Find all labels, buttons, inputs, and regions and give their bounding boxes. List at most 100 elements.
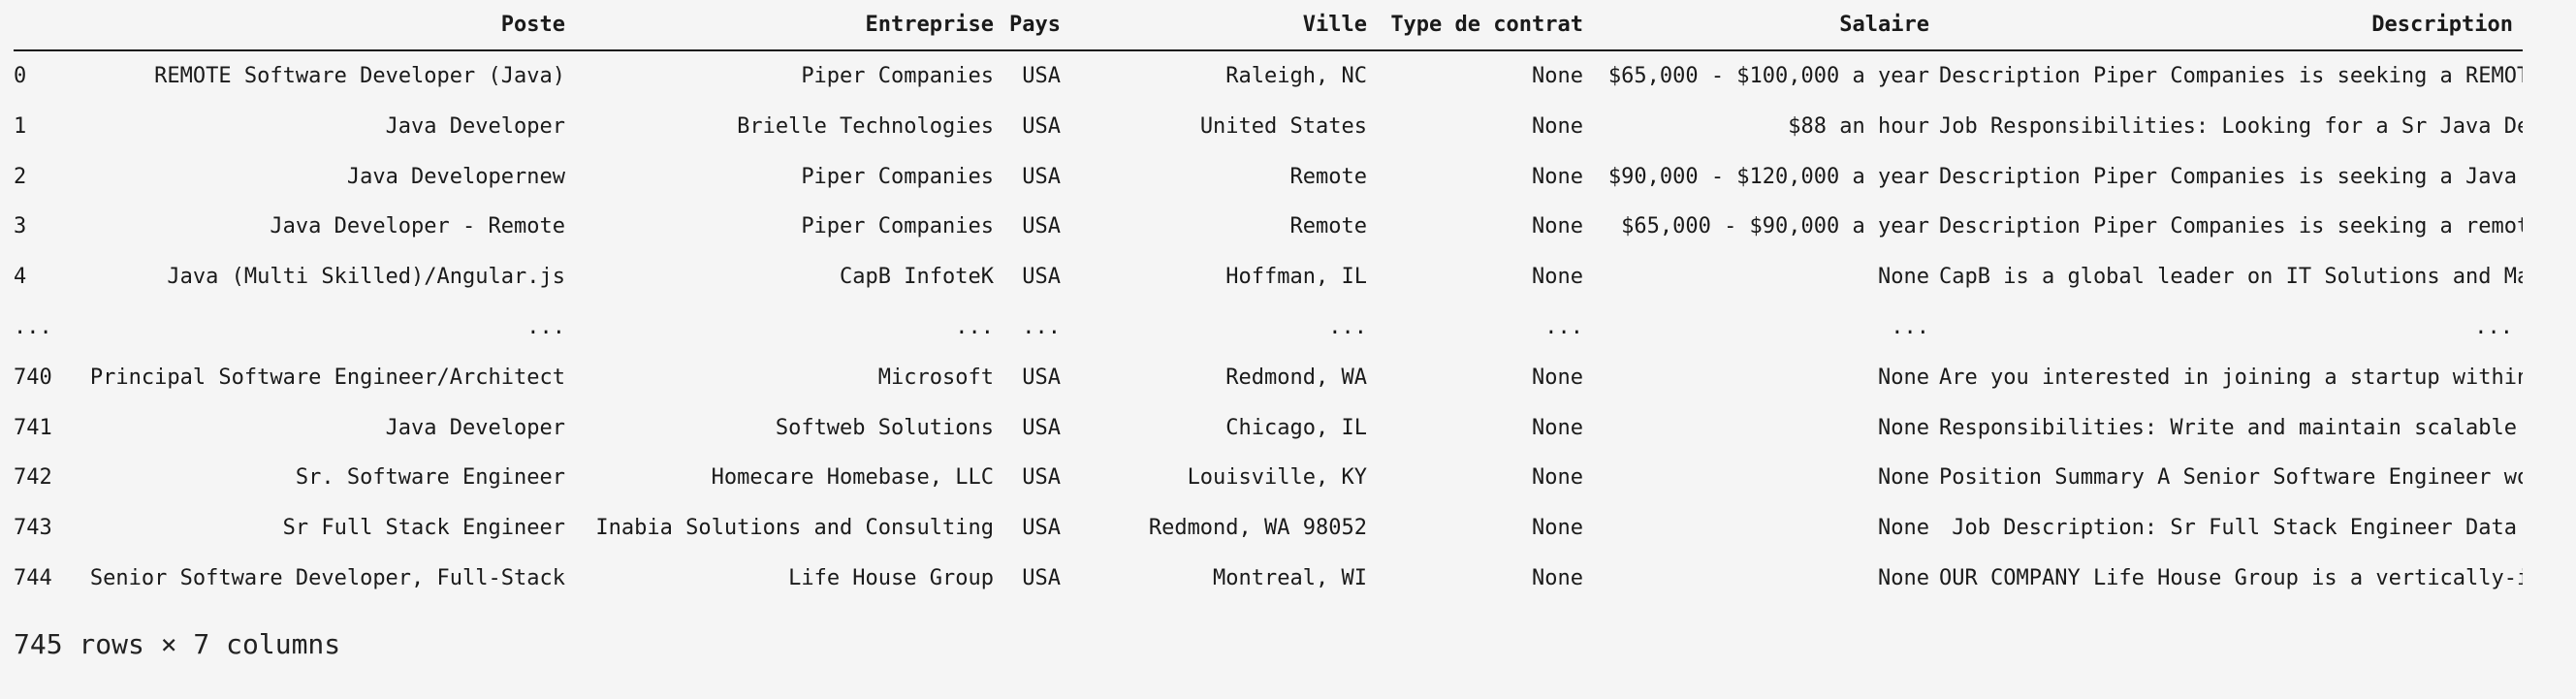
table-cell: Senior Software Developer, Full-Stack <box>89 565 565 590</box>
table-cell: None <box>1532 164 1583 189</box>
table-cell: Position Summary A Senior Software Engin… <box>1939 465 2523 491</box>
table-cell: CapB InfoteK <box>840 265 994 290</box>
table-body: 0 REMOTE Software Developer (Java) Piper C… <box>14 50 2523 604</box>
table-cell: None <box>1532 113 1583 139</box>
table-cell: None <box>1878 565 1929 590</box>
table-cell: None <box>1532 214 1583 239</box>
table-cell: None <box>1532 415 1583 440</box>
dataframe-table: Poste Entreprise Pays Ville Type de cont… <box>14 0 2523 604</box>
column-header-entreprise: Entreprise <box>575 0 1003 51</box>
dataframe-shape-label: 745 rows × 7 columns <box>14 628 341 660</box>
table-cell: Java Developer - Remote <box>270 214 565 239</box>
table-cell: Job Description: Sr Full Stack Engineer … <box>1939 516 2523 541</box>
table-cell: ... <box>1328 314 1367 339</box>
table-cell: Montreal, WI <box>1213 565 1367 590</box>
column-header-pays: Pays <box>1003 0 1070 51</box>
table-cell: ... <box>1891 314 1929 339</box>
table-cell: Chicago, IL <box>1225 415 1367 440</box>
table-cell: Inabia Solutions and Consulting <box>595 516 994 541</box>
table-row: 2 Java Developernew Piper Companies USA Remo… <box>14 152 2523 203</box>
dataframe-output: Poste Entreprise Pays Ville Type de cont… <box>14 0 2523 604</box>
column-header-description: Description <box>1939 0 2523 51</box>
table-cell: None <box>1878 415 1929 440</box>
table-cell: Description Piper Companies is seeking a… <box>1939 214 2523 239</box>
table-cell: $90,000 - $120,000 a year <box>1607 164 1929 189</box>
row-index: 0 <box>14 64 27 88</box>
table-cell: Piper Companies <box>801 164 994 189</box>
row-index: ... <box>14 314 52 339</box>
table-cell: Java Developernew <box>346 164 565 189</box>
row-index: 1 <box>14 113 27 139</box>
table-cell: Sr Full Stack Engineer <box>282 516 565 541</box>
table-cell: None <box>1878 465 1929 491</box>
row-index: 743 <box>14 516 52 541</box>
table-cell: None <box>1532 265 1583 290</box>
table-cell: None <box>1878 516 1929 541</box>
table-cell: USA <box>1022 164 1061 189</box>
table-cell: $65,000 - $100,000 a year <box>1607 64 1929 88</box>
table-cell: Piper Companies <box>801 214 994 239</box>
table-cell: Java Developer <box>385 113 565 139</box>
table-cell: REMOTE Software Developer (Java) <box>154 64 565 88</box>
table-cell: Piper Companies <box>801 64 994 88</box>
table-cell: None <box>1878 365 1929 390</box>
table-cell: Remote <box>1289 214 1367 239</box>
row-index: 744 <box>14 565 52 590</box>
table-cell: USA <box>1022 465 1061 491</box>
table-cell: Redmond, WA 98052 <box>1148 516 1367 541</box>
table-cell: USA <box>1022 415 1061 440</box>
column-header-ville: Ville <box>1070 0 1377 51</box>
table-cell: Java Developer <box>385 415 565 440</box>
table-cell: None <box>1532 516 1583 541</box>
table-cell: None <box>1532 64 1583 88</box>
table-row: 3 Java Developer - Remote Piper Companies U… <box>14 202 2523 252</box>
table-cell: None <box>1878 265 1929 290</box>
table-cell: None <box>1532 465 1583 491</box>
table-cell: ... <box>1022 314 1061 339</box>
table-cell: USA <box>1022 516 1061 541</box>
table-cell: USA <box>1022 214 1061 239</box>
table-cell: Life House Group <box>788 565 994 590</box>
table-row: 0 REMOTE Software Developer (Java) Piper C… <box>14 50 2523 102</box>
table-row: 743 Sr Full Stack Engineer Inabia Solution… <box>14 503 2523 554</box>
table-cell: USA <box>1022 365 1061 390</box>
table-cell: CapB is a global leader on IT Solutions … <box>1939 265 2523 290</box>
table-cell: Brielle Technologies <box>737 113 994 139</box>
index-header <box>14 0 72 51</box>
table-cell: Job Responsibilities: Looking for a Sr J… <box>1939 113 2523 139</box>
table-cell: ... <box>2474 314 2513 339</box>
table-cell: USA <box>1022 113 1061 139</box>
table-cell: Principal Software Engineer/Architect <box>89 365 565 390</box>
table-cell: USA <box>1022 565 1061 590</box>
row-index: 740 <box>14 365 52 390</box>
column-header-salaire: Salaire <box>1593 0 1939 51</box>
row-index: 4 <box>14 265 27 290</box>
table-cell: Responsibilities: Write and maintain sca… <box>1939 415 2523 440</box>
table-row: 740 Principal Software Engineer/Architect… <box>14 353 2523 403</box>
table-cell: Microsoft <box>877 365 994 390</box>
table-cell: Redmond, WA <box>1225 365 1367 390</box>
table-cell: None <box>1532 565 1583 590</box>
table-cell: Java (Multi Skilled)/Angular.js <box>167 265 565 290</box>
table-cell: $88 an hour <box>1788 113 1929 139</box>
column-header-poste: Poste <box>72 0 575 51</box>
table-cell: ... <box>1544 314 1583 339</box>
column-header-type-de-contrat: Type de contrat <box>1377 0 1593 51</box>
table-cell: Softweb Solutions <box>775 415 994 440</box>
table-row: 742 Sr. Software Engineer Homecare Homebas… <box>14 453 2523 503</box>
table-cell: $65,000 - $90,000 a year <box>1621 214 1929 239</box>
table-cell: Louisville, KY <box>1187 465 1367 491</box>
row-index: 742 <box>14 465 52 491</box>
table-cell: Description Piper Companies is seeking a… <box>1939 164 2523 189</box>
table-cell: Raleigh, NC <box>1225 64 1367 88</box>
table-cell: Hoffman, IL <box>1225 265 1367 290</box>
table-cell: Sr. Software Engineer <box>295 465 565 491</box>
table-cell: Are you interested in joining a startup … <box>1939 365 2523 390</box>
table-row: 4 Java (Multi Skilled)/Angular.js CapB Inf… <box>14 252 2523 302</box>
table-row: 1 Java Developer Brielle Technologies USA Un… <box>14 102 2523 152</box>
row-index: 741 <box>14 415 52 440</box>
row-index: 2 <box>14 164 27 189</box>
header-row: Poste Entreprise Pays Ville Type de cont… <box>14 0 2523 51</box>
table-cell: United States <box>1199 113 1367 139</box>
table-row: ........................ <box>14 302 2523 353</box>
